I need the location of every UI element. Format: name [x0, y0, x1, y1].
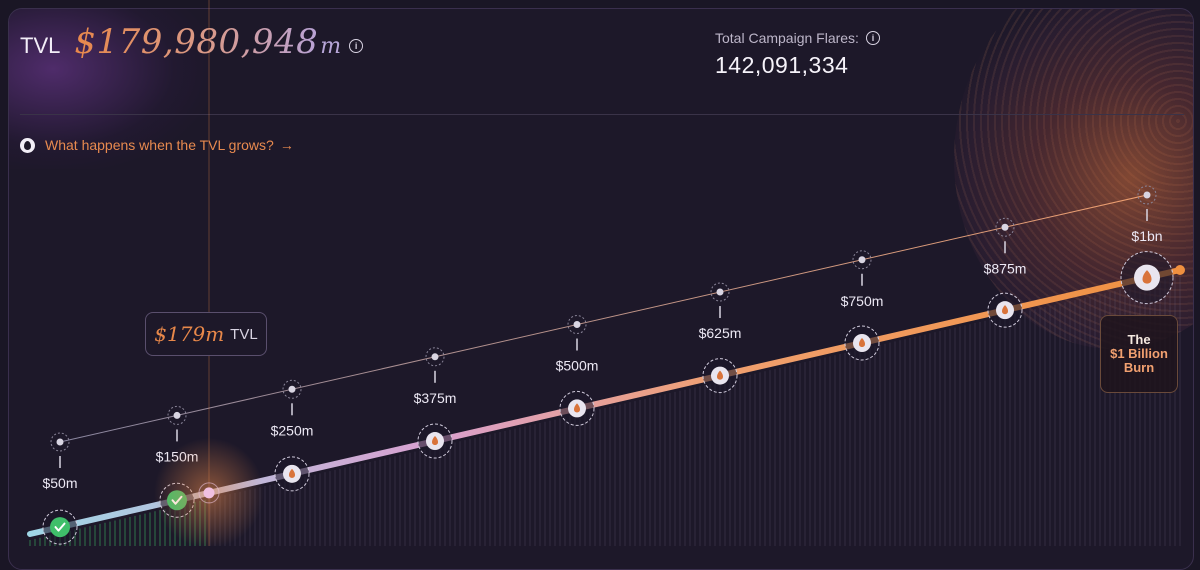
campaign-flares: Total Campaign Flares: i 142,091,334: [715, 30, 880, 79]
milestone-label: $750m: [841, 293, 884, 309]
divider: [20, 114, 1184, 115]
milestone-750m: $750m: [841, 250, 884, 361]
milestone-625m: $625m: [699, 282, 742, 394]
milestone-500m: $500m: [556, 315, 599, 426]
upper-ring: [50, 432, 70, 452]
upper-dot: [858, 256, 866, 264]
tvl-label: TVL: [20, 33, 61, 58]
milestone-875m: $875m: [984, 217, 1027, 328]
flares-label: Total Campaign Flares:: [715, 30, 859, 46]
tvl-unit: m: [320, 34, 342, 59]
upper-ring: [567, 315, 587, 335]
upper-line: [59, 193, 1151, 443]
flame-icon: [1002, 305, 1008, 315]
upper-dot: [431, 353, 439, 361]
what-happens-text: What happens when the TVL grows?: [45, 137, 274, 153]
flame-icon: [1142, 270, 1152, 284]
flame-icon: [859, 338, 865, 348]
upper-dot: [56, 438, 64, 446]
upper-ring: [167, 405, 187, 425]
flares-info-icon[interactable]: i: [865, 31, 880, 45]
upper-dot: [716, 288, 724, 296]
current-tvl-label: TVL: [230, 325, 258, 343]
arrow-right-icon: →: [279, 137, 294, 153]
check-icon: [54, 522, 66, 532]
milestone-label: $50m: [42, 475, 77, 491]
current-tvl-callout: $179m TVL: [145, 312, 267, 356]
burn-line-3: Burn: [1123, 360, 1155, 375]
milestone-250m: $250m: [271, 379, 314, 492]
milestone-1bn: $1bn: [1120, 185, 1174, 305]
upper-ring: [852, 250, 872, 270]
milestone-label: $500m: [556, 358, 599, 374]
upper-trend-line: [59, 193, 1151, 443]
flame-icon: [289, 468, 295, 478]
burn-line-1: The: [1127, 332, 1151, 347]
current-tvl-marker: [154, 0, 264, 546]
milestone-label: $375m: [414, 390, 457, 406]
milestone-label: $1bn: [1131, 228, 1162, 244]
flame-icon: [432, 436, 438, 446]
upper-dot: [1001, 223, 1009, 231]
tvl-summary: TVL $179,980,948 m i: [20, 22, 364, 62]
flares-label-row: Total Campaign Flares: i: [715, 30, 880, 46]
milestone-label: $625m: [699, 325, 742, 341]
milestone-chart: $50m$150m$250m$375m$500m$625m$750m$875m$…: [27, 0, 1185, 546]
flame-icon: [574, 403, 580, 413]
upper-dot: [173, 411, 181, 419]
marker-halo: [198, 482, 220, 504]
milestone-50m: $50m: [42, 432, 78, 545]
flame-icon: [20, 137, 35, 153]
flame-icon: [717, 370, 723, 380]
flares-value: 142,091,334: [715, 52, 849, 78]
upper-dot: [573, 321, 581, 329]
upper-ring: [995, 217, 1015, 237]
what-happens-link[interactable]: What happens when the TVL grows? →: [20, 137, 294, 153]
progress-end-dot: [1175, 265, 1185, 275]
upper-ring: [1137, 185, 1157, 205]
milestone-label: $250m: [271, 422, 314, 438]
tvl-value: $179,980,948: [74, 22, 319, 62]
upper-ring: [282, 379, 302, 399]
upper-dot: [1143, 191, 1151, 199]
billion-burn-badge[interactable]: The $1 Billion Burn: [1100, 315, 1178, 393]
upper-ring: [425, 347, 445, 367]
reached-node: [50, 517, 70, 538]
marker-dot: [203, 487, 215, 499]
burn-line-2: $1 Billion: [1110, 346, 1168, 361]
info-icon[interactable]: i: [349, 39, 364, 53]
milestone-375m: $375m: [414, 347, 457, 459]
upper-dot: [288, 385, 296, 393]
upper-ring: [710, 282, 730, 302]
current-tvl-value: $179m: [154, 322, 225, 346]
milestone-label: $875m: [984, 260, 1027, 276]
background-glow: [9, 9, 209, 169]
